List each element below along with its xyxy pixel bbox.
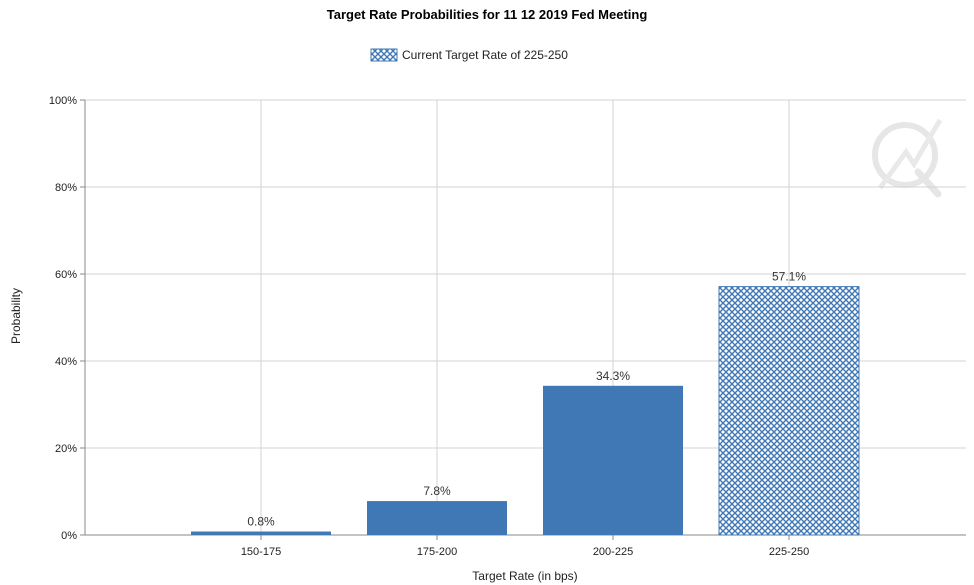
bar-200-225 [543,385,683,535]
y-tick-label: 100% [49,95,77,107]
y-tick-label: 60% [55,269,77,281]
legend-label: Current Target Rate of 225-250 [402,48,568,62]
chart-title: Target Rate Probabilities for 11 12 2019… [327,7,648,22]
x-tick-label: 200-225 [593,546,633,558]
y-tick-label: 0% [61,530,77,542]
y-axis-title: Probability [9,288,23,344]
bar-150-175 [191,531,331,535]
y-tick-label: 80% [55,182,77,194]
data-label: 34.3% [596,369,630,383]
bar-175-200 [367,501,507,535]
data-label: 57.1% [772,270,806,284]
x-tick-label: 225-250 [769,546,809,558]
x-axis-title: Target Rate (in bps) [472,569,577,583]
data-label: 7.8% [423,484,451,498]
y-tick-label: 20% [55,443,77,455]
data-labels: 0.8% 7.8% 34.3% 57.1% [247,270,806,529]
bar-225-250 [718,286,860,536]
data-label: 0.8% [247,515,275,529]
x-tick-label: 150-175 [241,546,281,558]
legend-swatch [370,48,398,62]
bars [191,286,860,536]
x-tick-label: 175-200 [417,546,457,558]
axes: 0% 20% 40% 60% 80% 100% 150-175 175-200 200-225 2… [49,95,966,558]
y-tick-label: 40% [55,356,77,368]
watermark-logo [872,118,943,198]
legend: Current Target Rate of 225-250 [370,48,568,62]
